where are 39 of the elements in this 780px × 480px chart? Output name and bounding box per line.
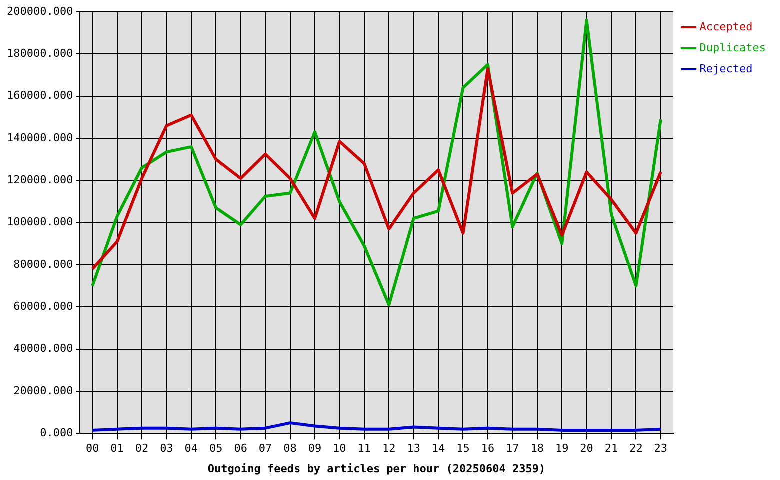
x-tick-label: 05 xyxy=(210,442,223,456)
x-tick-label: 08 xyxy=(284,442,297,456)
x-tick-label: 15 xyxy=(456,442,470,456)
x-axis-title: Outgoing feeds by articles per hour (20250604 2359) xyxy=(208,462,546,476)
x-tick-label: 13 xyxy=(407,442,420,456)
y-tick-label: 200000.000 xyxy=(6,4,74,18)
x-tick-label: 20 xyxy=(580,442,594,456)
x-tick-label: 09 xyxy=(308,442,322,456)
x-tick-label: 17 xyxy=(506,442,520,456)
y-tick-label: 100000.000 xyxy=(6,216,74,229)
x-tick-label: 16 xyxy=(481,442,495,456)
x-tick-label: 22 xyxy=(630,442,643,456)
x-tick-label: 12 xyxy=(382,442,396,456)
x-tick-label: 19 xyxy=(555,442,569,456)
y-tick-label: 80000.000 xyxy=(14,258,74,271)
x-tick-label: 04 xyxy=(184,442,198,456)
x-tick-label: 06 xyxy=(234,442,248,456)
y-tick-label: 20000.000 xyxy=(14,384,74,398)
legend-label: Duplicates xyxy=(700,41,766,54)
x-tick-label: 03 xyxy=(160,442,174,456)
x-tick-label: 00 xyxy=(86,442,100,456)
y-tick-label: 180000.000 xyxy=(6,47,74,60)
legend-label: Rejected xyxy=(700,62,753,76)
x-tick-label: 18 xyxy=(530,442,544,456)
x-tick-label: 10 xyxy=(333,442,346,456)
legend-label: Accepted xyxy=(700,20,753,34)
x-tick-label: 07 xyxy=(258,442,272,456)
y-tick-label: 40000.000 xyxy=(14,342,74,356)
x-tick-label: 23 xyxy=(654,442,668,456)
x-tick-label: 11 xyxy=(358,442,372,456)
x-tick-label: 14 xyxy=(432,442,446,456)
y-tick-label: 60000.000 xyxy=(14,300,74,313)
y-tick-label: 160000.000 xyxy=(6,89,74,102)
y-tick-label: 140000.000 xyxy=(6,131,74,144)
x-tick-label: 01 xyxy=(110,442,124,456)
y-tick-label: 0.000 xyxy=(40,426,74,440)
x-tick-label: 02 xyxy=(135,442,149,456)
y-tick-label: 120000.000 xyxy=(6,174,74,186)
x-tick-label: 21 xyxy=(604,442,618,456)
